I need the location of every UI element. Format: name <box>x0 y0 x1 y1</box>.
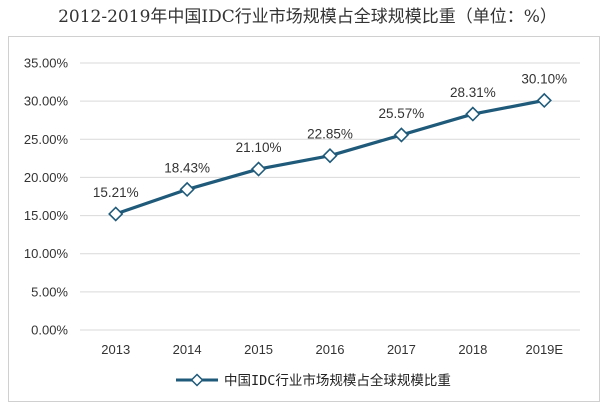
data-point-marker <box>179 181 195 198</box>
data-point-marker <box>465 106 481 122</box>
chart-frame <box>8 36 600 402</box>
x-tick-label: 2015 <box>244 342 273 357</box>
x-tick-label: 2016 <box>316 342 345 357</box>
gridlines <box>80 62 580 331</box>
data-label: 18.43% <box>164 160 210 175</box>
data-point-marker <box>536 92 552 109</box>
legend-label: 中国IDC行业市场规模占全球规模比重 <box>224 372 451 389</box>
x-tick-label: 2013 <box>101 342 130 357</box>
legend-marker <box>190 373 204 387</box>
x-tick-label: 2017 <box>387 342 416 357</box>
y-tick-label: 15.00% <box>24 208 69 223</box>
data-label: 25.57% <box>379 106 425 121</box>
y-tick-label: 10.00% <box>24 246 69 261</box>
data-label: 21.10% <box>236 140 282 155</box>
data-label: 30.10% <box>521 71 567 86</box>
data-label: 28.31% <box>450 85 496 100</box>
y-tick-label: 25.00% <box>24 132 69 147</box>
y-tick-label: 5.00% <box>31 284 68 299</box>
x-axis-ticks: 2013 2014 2015 2016 2017 2018 2019E <box>101 342 563 357</box>
y-tick-label: 35.00% <box>24 56 69 71</box>
data-labels: 15.21% 18.43% 21.10% 22.85% 25.57% 28.31% 30.1… <box>93 71 567 200</box>
y-tick-label: 20.00% <box>24 170 69 185</box>
y-axis-ticks: 0.00% 5.00% 10.00% 15.00% 20.00% 25.00% 30.00%… <box>24 56 69 338</box>
data-point-marker <box>322 148 338 164</box>
y-tick-label: 0.00% <box>31 323 68 338</box>
data-point-marker <box>108 206 124 222</box>
legend: 中国IDC行业市场规模占全球规模比重 <box>176 372 451 389</box>
x-tick-label: 2019E <box>525 342 563 357</box>
data-point-marker <box>250 161 267 177</box>
x-tick-label: 2018 <box>458 342 487 357</box>
series-group <box>108 92 552 222</box>
data-label: 15.21% <box>93 185 139 200</box>
data-point-marker <box>393 127 410 143</box>
data-label: 22.85% <box>307 127 353 142</box>
x-tick-label: 2014 <box>173 342 202 357</box>
chart-title: 2012-2019年中国IDC行业市场规模占全球规模比重（单位：%） <box>58 7 557 27</box>
y-tick-label: 30.00% <box>24 94 69 109</box>
